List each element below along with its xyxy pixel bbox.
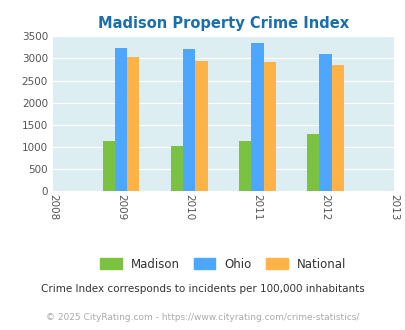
Bar (251, 43, 263, 191)
Text: © 2025 CityRating.com - https://www.cityrating.com/crime-statistics/: © 2025 CityRating.com - https://www.city… (46, 313, 359, 322)
Bar (171, 146, 183, 191)
Bar (102, 141, 115, 191)
Bar (307, 134, 319, 191)
Bar (331, 65, 343, 191)
Bar (319, 54, 331, 191)
Title: Madison Property Crime Index: Madison Property Crime Index (98, 16, 348, 31)
Bar (127, 57, 139, 191)
Bar (195, 61, 207, 191)
Bar (239, 141, 251, 191)
Bar (263, 62, 275, 191)
Bar (115, 48, 127, 191)
Legend: Madison, Ohio, National: Madison, Ohio, National (95, 253, 350, 276)
Bar (183, 49, 195, 191)
Text: Crime Index corresponds to incidents per 100,000 inhabitants: Crime Index corresponds to incidents per… (41, 284, 364, 294)
